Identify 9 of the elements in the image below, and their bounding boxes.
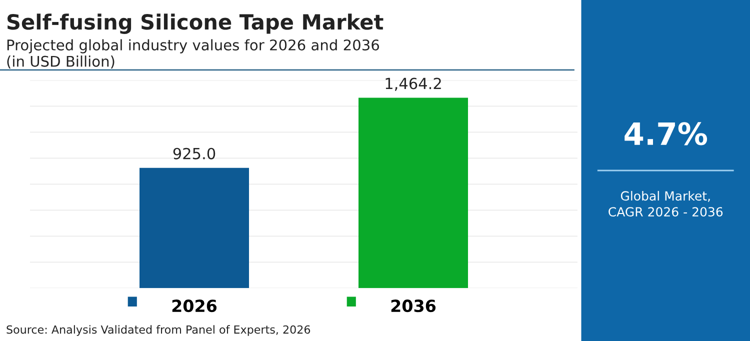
- chart-subtitle: Projected global industry values for 2026 and 2036 (in USD Billion): [7, 39, 380, 69]
- x-tick-label: 2036: [391, 300, 436, 312]
- text: 4.7%: [624, 122, 708, 146]
- text: Global Market, CAGR 2026 - 2036: [608, 190, 723, 217]
- chart-title: Self-fusing Silicone Tape Market: [7, 14, 384, 34]
- x-tick-label: 2026: [172, 300, 217, 312]
- data-label: 1,464.2: [386, 78, 441, 91]
- source-note: Source: Analysis Validated from Panel of Experts, 2026: [6, 325, 310, 336]
- data-label: 925.0: [173, 148, 216, 160]
